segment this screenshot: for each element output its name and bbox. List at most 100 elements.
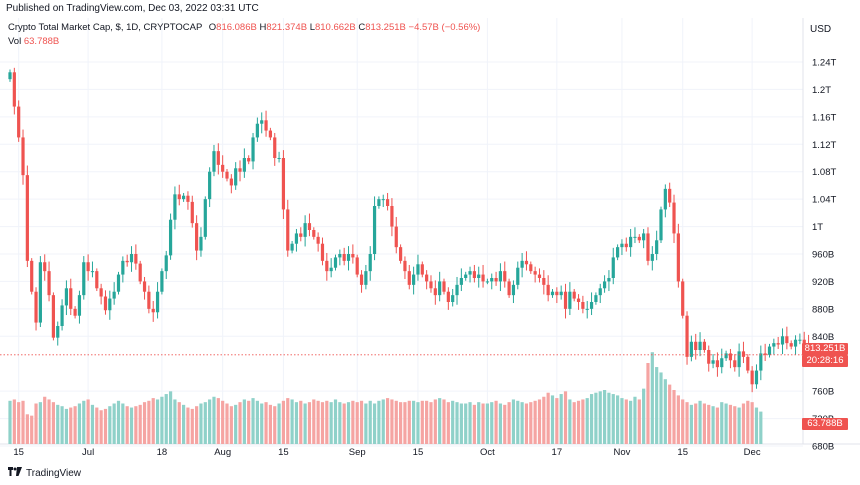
candle-body: [589, 302, 594, 309]
candle-body: [624, 243, 628, 248]
volume-bar: [168, 391, 173, 444]
volume-bar: [346, 402, 351, 444]
candle-body: [767, 346, 772, 355]
price-tick-label: 880B: [812, 304, 834, 315]
candle-body: [629, 236, 633, 248]
volume-bar: [698, 400, 702, 444]
volume-bar: [151, 398, 155, 444]
candle-body: [90, 271, 95, 273]
candle-body: [260, 120, 264, 124]
volume-bar: [290, 399, 294, 444]
volume-bar: [229, 406, 233, 444]
candle-body: [498, 271, 503, 282]
tradingview-brand[interactable]: TradingView: [8, 467, 81, 479]
volume-bar: [594, 392, 598, 444]
volume-bar: [429, 402, 433, 444]
candle-body: [129, 254, 134, 263]
volume-bar: [589, 394, 594, 444]
candle-body: [307, 223, 312, 230]
volume-bar: [125, 406, 129, 444]
candle-body: [711, 360, 715, 364]
open-label: O: [208, 22, 217, 33]
volume-bar: [277, 403, 281, 444]
candle-body: [125, 260, 129, 263]
candle-body: [403, 260, 407, 272]
volume-bar: [446, 402, 450, 444]
candle-body: [655, 240, 659, 254]
volume-bar: [199, 403, 203, 444]
volume-bar: [420, 400, 424, 444]
time-tick-label: 15: [13, 447, 24, 458]
candle-body: [785, 336, 789, 344]
candle-body: [542, 278, 546, 285]
price-tick-label: 1T: [812, 222, 823, 233]
candle-body: [468, 271, 472, 275]
volume-bar: [177, 402, 181, 444]
candle-body: [607, 278, 611, 282]
price-tick-label: 840B: [812, 332, 834, 343]
last-price-tag: 813.251B: [802, 343, 848, 355]
volume-bar: [121, 403, 125, 444]
volume-bar: [242, 399, 246, 444]
candle-body: [77, 295, 82, 316]
candle-body: [268, 130, 272, 138]
volume-bar: [255, 400, 259, 444]
candle-body: [281, 158, 286, 210]
candle-body: [155, 291, 160, 313]
candle-body: [116, 274, 121, 292]
volume-bar: [99, 410, 103, 444]
volume-bar: [620, 398, 624, 444]
volume-bar: [333, 399, 338, 444]
candle-body: [659, 209, 663, 241]
volume-bar: [364, 403, 368, 444]
candle-body: [346, 254, 351, 261]
ohlc-legend: Crypto Total Market Cap, $, 1D, CRYPTOCA…: [8, 22, 480, 33]
candle-body: [407, 271, 411, 285]
high-label: H: [259, 22, 267, 33]
price-tick-label: 920B: [812, 277, 834, 288]
candle-body: [802, 339, 806, 345]
candle-body: [69, 288, 73, 309]
volume-bar: [208, 399, 212, 444]
candle-body: [195, 223, 199, 251]
volume-bar: [251, 398, 255, 444]
volume-bar: [685, 402, 689, 444]
candle-body: [689, 341, 693, 357]
candle-body: [438, 281, 442, 296]
price-axis: 1.24T 1.2T 1.16T 1.12T 1.08T 1.04T 1T 960B 920B 8…: [812, 58, 836, 453]
candle-body: [550, 291, 555, 296]
volume-bar: [47, 399, 51, 444]
volume-bar: [624, 399, 628, 444]
volume-bar: [221, 400, 225, 444]
candle-body: [329, 267, 333, 272]
volume-bar: [86, 399, 90, 444]
candle-body: [173, 194, 177, 220]
volume-bar: [299, 400, 303, 444]
candle-body: [442, 281, 446, 292]
candle-body: [208, 171, 212, 200]
candle-body: [316, 236, 320, 244]
volume-bar: [733, 406, 737, 444]
countdown-tag: 20:28:16: [802, 355, 848, 367]
volume-bar: [351, 400, 355, 444]
volume-bar: [533, 400, 537, 444]
candle-body: [108, 298, 112, 311]
candle-body: [668, 188, 672, 203]
candle-body: [429, 281, 433, 289]
close-value: 813.251B: [365, 22, 406, 33]
volume-bar: [455, 402, 459, 444]
candle-body: [433, 288, 437, 296]
volume-legend: Vol 63.788B: [8, 36, 59, 47]
candle-body: [746, 356, 750, 371]
volume-bar: [82, 400, 86, 444]
currency-label[interactable]: USD: [810, 24, 832, 35]
volume-bar: [633, 396, 637, 444]
candle-body: [390, 206, 394, 227]
candle-body: [273, 137, 277, 158]
volume-bar: [754, 407, 759, 444]
candle-body: [355, 257, 359, 275]
volume-bar: [355, 402, 359, 444]
candle-body: [455, 284, 459, 296]
volume-bar: [711, 406, 715, 444]
